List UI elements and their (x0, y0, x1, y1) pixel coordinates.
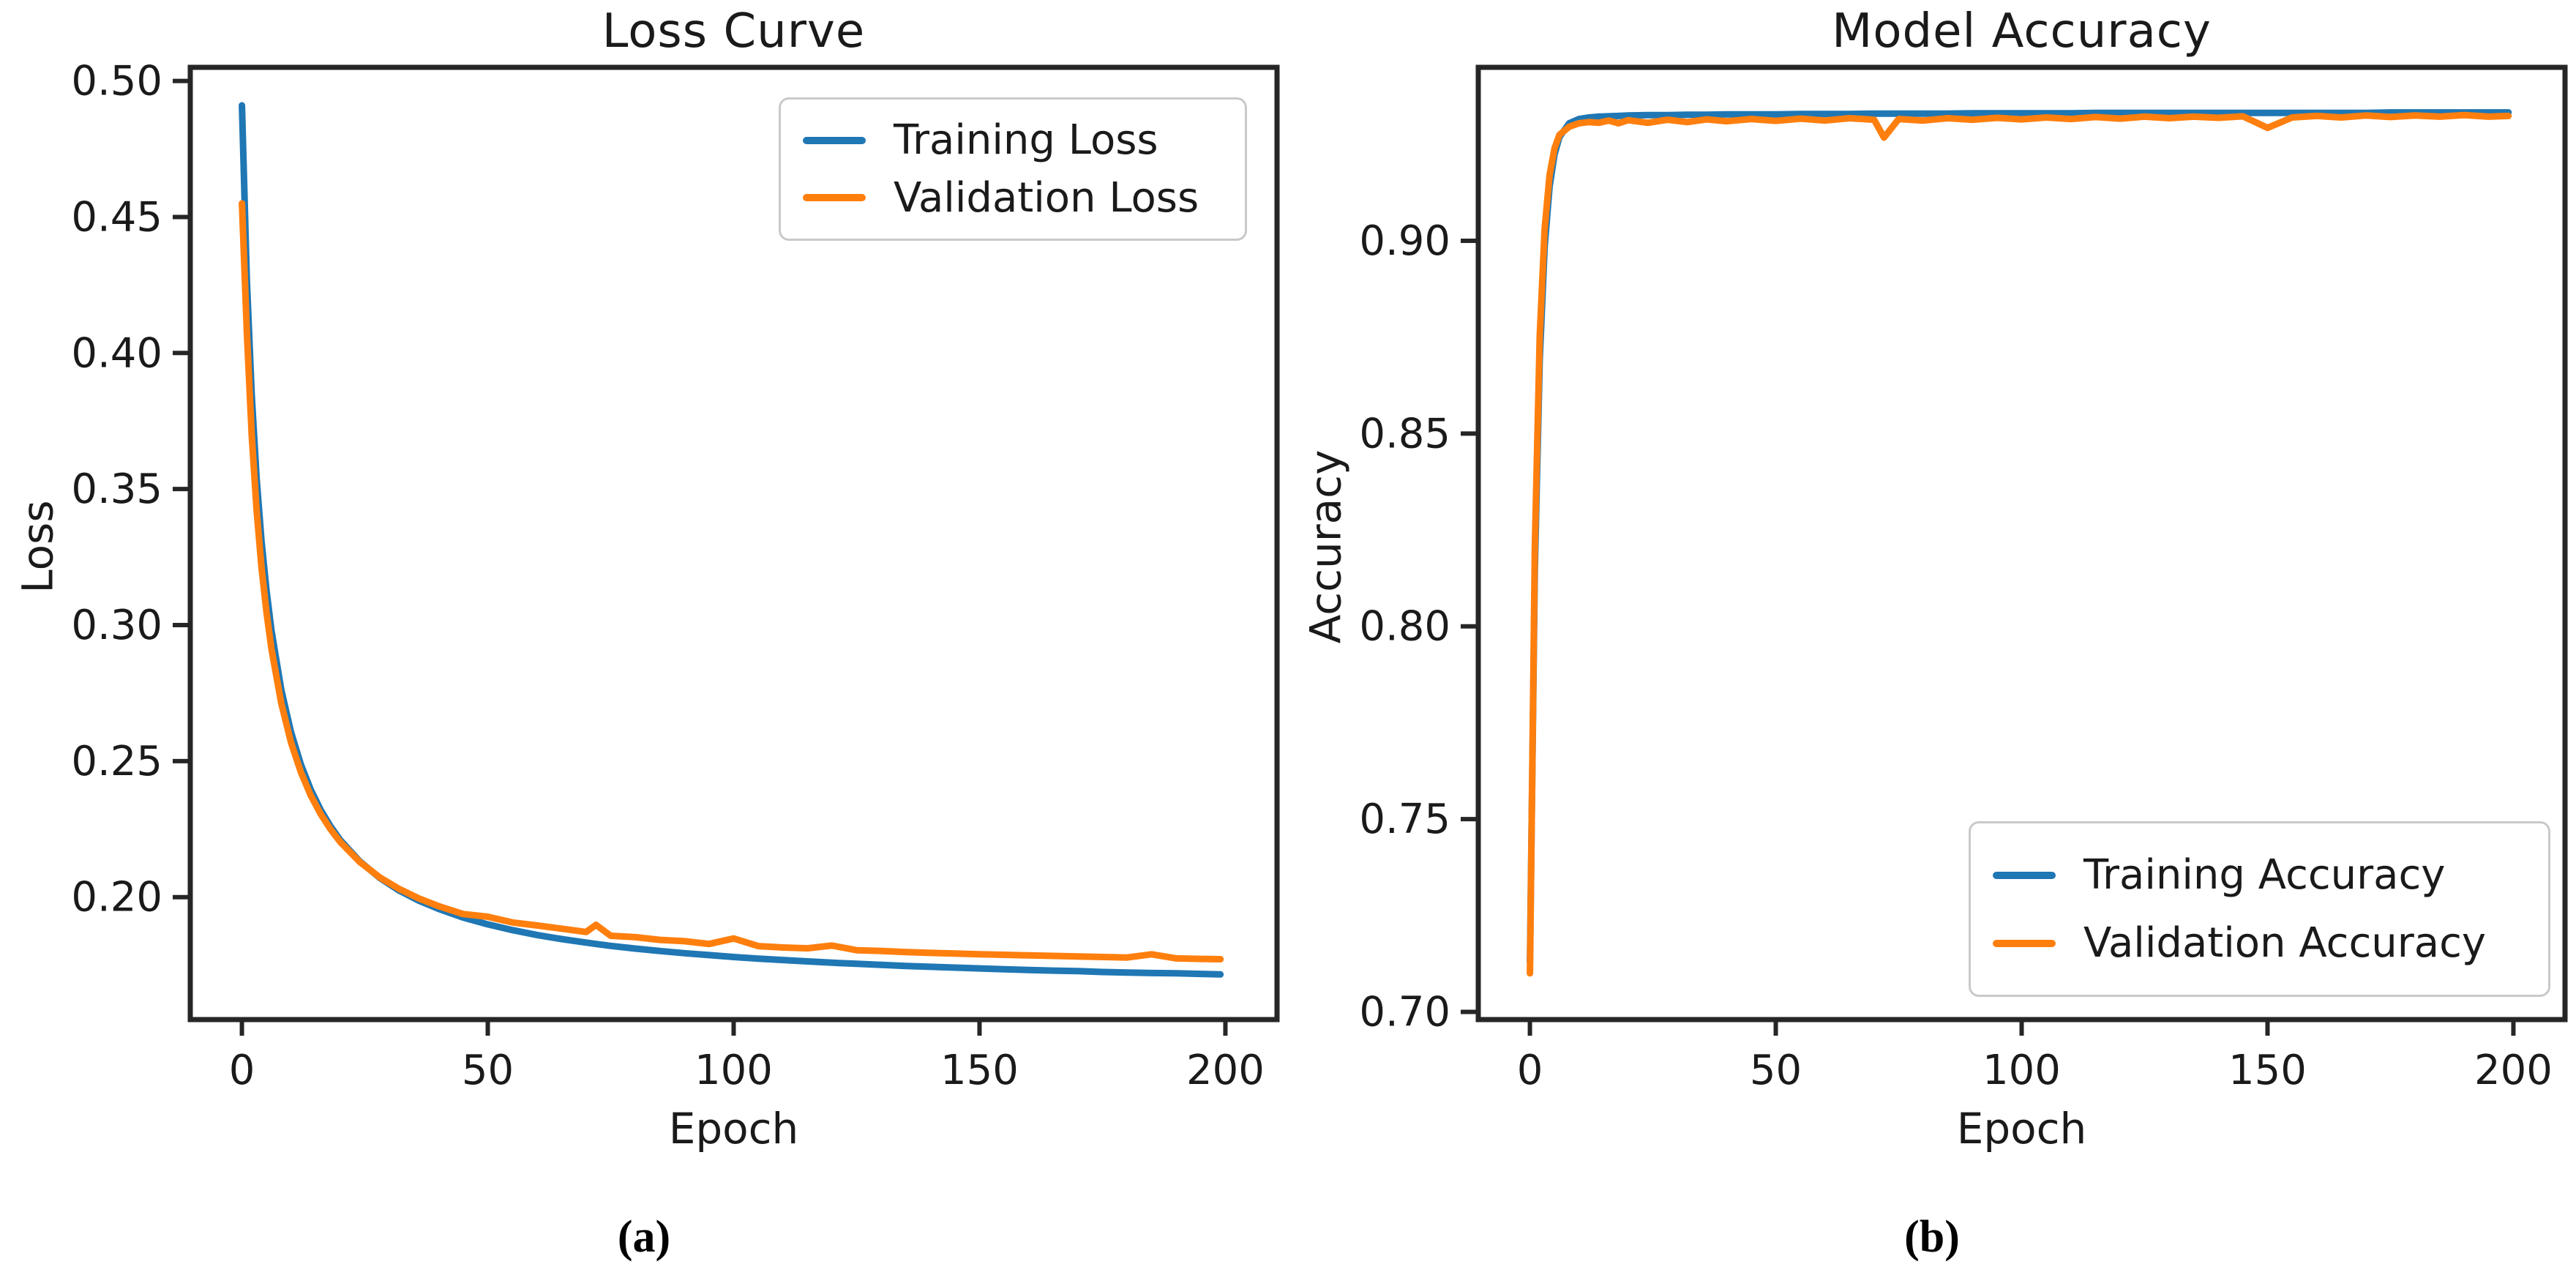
training-loss-line-swatch (803, 136, 866, 144)
training-accuracy-curve (1527, 109, 2512, 965)
validation-loss-curve (239, 200, 1224, 962)
legend-entry-validation-loss: Validation Loss (803, 174, 1223, 222)
accuracy-y-axis-label: Accuracy (1300, 449, 1351, 644)
axes-spines (187, 64, 1280, 1023)
x-tick-label: 150 (940, 1047, 1019, 1094)
x-tick-label: 100 (1982, 1047, 2061, 1094)
x-tick-label: 100 (694, 1047, 773, 1094)
accuracy-legend: Training Accuracy Validation Accuracy (1969, 821, 2550, 997)
y-tick-label: 0.50 (71, 58, 162, 105)
y-tick-label: 0.35 (71, 466, 162, 513)
accuracy-chart-title: Model Accuracy (1832, 4, 2212, 59)
y-tick-label: 0.75 (1359, 796, 1450, 843)
model-accuracy-panel: 0 50 100 150 200 0.70 0.75 0.80 0.85 0.90 Model A… (1288, 0, 2576, 1286)
validation-accuracy-curve (1527, 111, 2512, 977)
y-tick-label: 0.70 (1359, 988, 1450, 1036)
legend-label-training-loss: Training Loss (894, 116, 1158, 165)
y-tick-label: 0.30 (71, 602, 162, 649)
legend-entry-validation-accuracy: Validation Accuracy (1993, 919, 2526, 967)
accuracy-chart-canvas: 0 50 100 150 200 0.70 0.75 0.80 0.85 0.90 (1359, 64, 2568, 1094)
legend-label-validation-accuracy: Validation Accuracy (2083, 919, 2486, 967)
subfigure-caption-a: (a) (617, 1212, 671, 1262)
loss-chart-title: Loss Curve (602, 4, 866, 59)
y-tick-label: 0.20 (71, 874, 162, 921)
loss-legend: Training Loss Validation Loss (779, 97, 1247, 241)
y-tick-label: 0.40 (71, 329, 162, 377)
accuracy-x-axis-label: Epoch (1956, 1104, 2087, 1154)
x-tick-label: 150 (2228, 1047, 2307, 1094)
legend-entry-training-loss: Training Loss (803, 116, 1223, 164)
loss-chart-canvas: 0 50 100 150 200 0.20 0.25 0.30 0.35 0.40 0.45 0.50 (71, 58, 1280, 1094)
y-tick-label: 0.25 (71, 738, 162, 785)
y-tick-label: 0.90 (1359, 217, 1450, 265)
x-tick-label: 200 (2474, 1047, 2553, 1094)
legend-entry-training-accuracy: Training Accuracy (1993, 851, 2526, 899)
axes-spines (1475, 64, 2568, 1023)
y-tick-label: 0.80 (1359, 603, 1450, 651)
x-tick-label: 50 (1750, 1047, 1802, 1094)
loss-x-axis-label: Epoch (668, 1104, 799, 1154)
loss-curve-panel: 0 50 100 150 200 0.20 0.25 0.30 0.35 0.40 0.45 0.50… (12, 4, 1280, 1262)
validation-loss-line-swatch (803, 194, 866, 202)
legend-label-validation-loss: Validation Loss (894, 173, 1199, 222)
training-accuracy-line-swatch (1993, 871, 2056, 879)
subfigure-caption-b: (b) (1904, 1212, 1960, 1262)
x-tick-label: 50 (462, 1047, 514, 1094)
x-tick-label: 0 (229, 1047, 255, 1094)
y-tick-label: 0.45 (71, 193, 162, 241)
x-tick-label: 0 (1517, 1047, 1543, 1094)
x-tick-label: 200 (1186, 1047, 1265, 1094)
y-tick-label: 0.85 (1359, 410, 1450, 457)
legend-label-training-accuracy: Training Accuracy (2083, 851, 2446, 899)
loss-y-axis-label: Loss (12, 500, 63, 594)
validation-accuracy-line-swatch (1993, 939, 2056, 947)
